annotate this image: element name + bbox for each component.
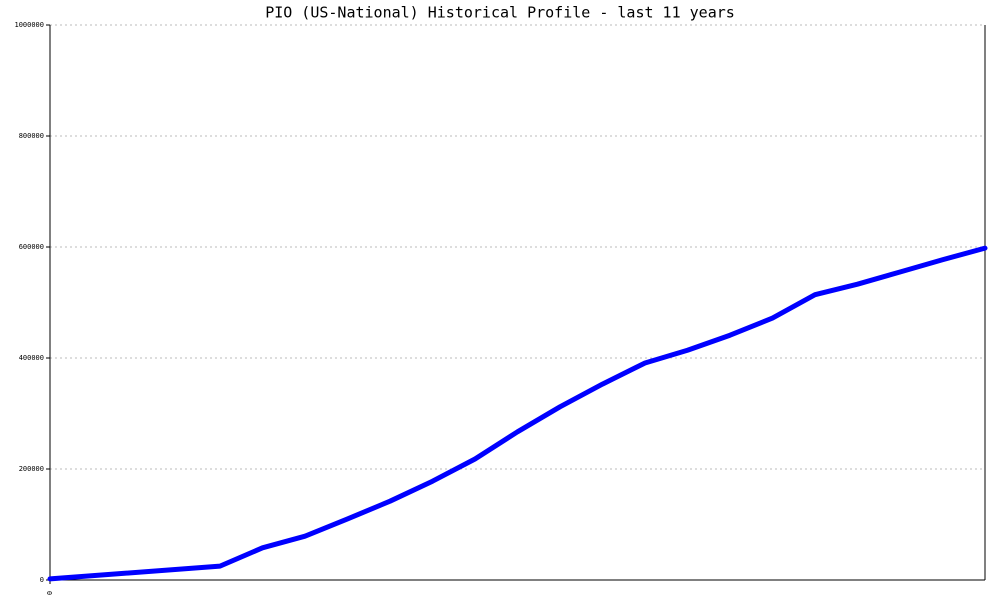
y-tick-label: 0 xyxy=(40,576,44,584)
y-tick-label: 200000 xyxy=(19,465,44,473)
y-tick-label: 800000 xyxy=(19,132,44,140)
x-tick-label: 0 xyxy=(46,591,54,595)
y-tick-label: 400000 xyxy=(19,354,44,362)
y-tick-label: 600000 xyxy=(19,243,44,251)
chart-title: PIO (US-National) Historical Profile - l… xyxy=(265,4,735,22)
line-series xyxy=(47,245,988,582)
y-tick-label: 1000000 xyxy=(14,21,44,29)
